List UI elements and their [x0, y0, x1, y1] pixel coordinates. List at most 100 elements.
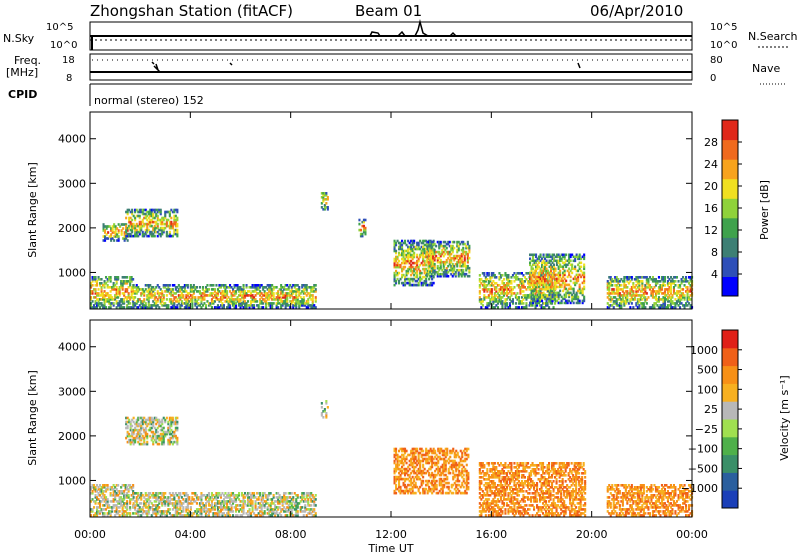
echo-cell [135, 292, 138, 295]
echo-cell [117, 276, 120, 279]
echo-cell [229, 498, 232, 501]
echo-cell [302, 492, 305, 495]
echo-cell [523, 280, 526, 283]
echo-cell [523, 276, 526, 279]
echo-cell [411, 269, 414, 273]
echo-cell [308, 292, 311, 295]
echo-cell [140, 424, 143, 428]
echo-cell [250, 502, 253, 505]
echo-cell [149, 296, 152, 299]
echo-cell [147, 222, 150, 226]
echo-cell [462, 262, 465, 266]
echo-cell [194, 510, 197, 513]
echo-cell [492, 272, 495, 275]
echo-cell [575, 295, 578, 299]
echo-cell [140, 210, 143, 214]
echo-cell [269, 292, 272, 295]
echo-cell [433, 262, 436, 266]
echo-cell [583, 257, 586, 261]
echo-cell [170, 420, 173, 424]
echo-cell [129, 220, 132, 224]
echo-cell [275, 302, 278, 305]
echo-cell [641, 302, 644, 305]
echo-cell [177, 492, 180, 495]
echo-cell [242, 510, 245, 513]
echo-cell [173, 302, 176, 305]
echo-cell [304, 498, 307, 501]
echo-cell [486, 284, 489, 287]
echo-cell [459, 268, 462, 272]
colorbar-tick-label: 28 [704, 136, 718, 149]
echo-cell [170, 208, 173, 212]
echo-cell [247, 300, 250, 303]
echo-cell [638, 276, 641, 279]
echo-cell [466, 258, 469, 262]
echo-cell [222, 290, 225, 293]
echo-cell [626, 290, 629, 293]
echo-cell [606, 284, 609, 287]
echo-cell [138, 232, 141, 236]
echo-cell [132, 214, 135, 218]
echo-cell [259, 284, 262, 287]
echo-cell [441, 244, 444, 248]
echo-cell [284, 508, 287, 511]
echo-cell [630, 298, 633, 301]
echo-cell [535, 297, 538, 301]
echo-cell [271, 294, 274, 297]
echo-cell [272, 512, 275, 515]
echo-cell [263, 286, 266, 289]
echo-cell [486, 306, 489, 309]
echo-cell [170, 502, 173, 505]
echo-cell [137, 498, 140, 501]
echo-cell [113, 223, 116, 226]
echo-cell [647, 284, 650, 287]
echo-cell [168, 284, 171, 287]
echo-cell [218, 290, 221, 293]
echo-cell [198, 508, 201, 511]
echo-cell [162, 230, 165, 234]
echo-cell [651, 296, 654, 299]
echo-cell [176, 514, 179, 517]
echo-cell [165, 298, 168, 301]
echo-cell [250, 304, 253, 307]
echo-cell [191, 288, 194, 291]
echo-cell [311, 296, 314, 299]
echo-cell [653, 296, 656, 299]
echo-cell [97, 502, 100, 505]
echo-cell [241, 288, 244, 291]
echo-cell [162, 498, 165, 501]
echo-cell [259, 494, 262, 497]
echo-cell [182, 514, 185, 517]
echo-cell [326, 196, 329, 199]
echo-cell [277, 292, 280, 295]
echo-cell [465, 268, 468, 272]
echo-cell [426, 260, 429, 264]
echo-cell [100, 288, 103, 291]
echo-cell [269, 294, 272, 297]
echo-cell [583, 279, 586, 283]
echo-cell [155, 304, 158, 307]
echo-cell [96, 490, 99, 493]
echo-cell [457, 260, 460, 264]
echo-cell [161, 420, 164, 424]
echo-cell [123, 294, 126, 297]
echo-cell [173, 504, 176, 507]
echo-cell [536, 299, 539, 303]
echo-cell [134, 436, 137, 440]
echo-cell [581, 271, 584, 275]
echo-cell [542, 255, 545, 259]
echo-cell [233, 498, 236, 501]
echo-cell [490, 294, 493, 297]
echo-cell [539, 253, 542, 257]
echo-cell [408, 261, 411, 265]
echo-cell [502, 302, 505, 305]
echo-cell [161, 298, 164, 301]
echo-cell [123, 239, 126, 242]
echo-cell [132, 226, 135, 230]
echo-cell [450, 272, 453, 276]
echo-cell [149, 284, 152, 287]
echo-cell [215, 502, 218, 505]
echo-cell [615, 290, 618, 293]
echo-cell [108, 302, 111, 305]
echo-cell [442, 262, 445, 266]
